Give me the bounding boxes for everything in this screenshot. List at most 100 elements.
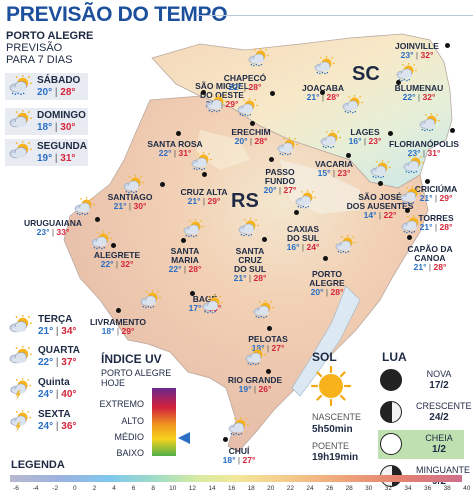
moon-phase-cheia: CHEIA 1/2 <box>378 430 464 459</box>
city-temps: 21° | 29° <box>187 196 221 206</box>
city-temps: 23° | 31° <box>407 148 441 158</box>
city-21: CAXIAS DO SUL 16° | 24° <box>263 225 343 252</box>
sun-cloud-rain-icon <box>245 347 267 366</box>
legend-tick: 24 <box>306 485 314 492</box>
city-marker <box>396 80 401 85</box>
day-card-7: SEXTA 24° | 36° <box>5 408 90 435</box>
city-22: CAPÃO DA CANOA 21° | 28° <box>390 245 470 272</box>
city-marker <box>111 243 116 248</box>
city-name: CRUZ ALTA <box>180 187 228 197</box>
uv-level-baixo: BAIXO <box>116 448 144 458</box>
city-name: BAGÉ <box>192 294 218 304</box>
legend-tick: 30 <box>365 485 373 492</box>
sun-cloud-rain-icon <box>295 190 317 209</box>
day-temps: 20° | 28° <box>37 87 76 98</box>
sun-cloud-rain-icon <box>342 95 364 114</box>
city-name: URUGUAIANA <box>23 218 83 228</box>
city-temps: 22° | 32° <box>100 259 134 269</box>
state-label-rs: RS <box>231 190 259 212</box>
city-6: SANTA ROSA 22° | 31° <box>135 140 215 158</box>
city-name: FLORIANÓPOLIS <box>389 139 459 149</box>
city-temps: 22° | 28° <box>228 82 262 92</box>
city-15: CRICIÚMA 21° | 29° <box>396 185 473 203</box>
sun-cloud-rain-icon <box>403 155 425 174</box>
legend-tick: -2 <box>52 485 59 492</box>
sun-cloud-rain-icon <box>320 130 342 149</box>
city-temps: 23° | 32° <box>400 50 434 60</box>
city-4: JOAÇABA 21° | 28° <box>283 84 363 102</box>
city-19: SANTA MARIA 22° | 28° <box>145 247 225 274</box>
sun-cloud-rain-icon <box>277 137 299 156</box>
city-marker <box>320 90 325 95</box>
legend-tick: 2 <box>92 485 97 492</box>
city-11: VACARIA 15° | 23° <box>294 160 374 178</box>
legend-tick: 18 <box>247 485 255 492</box>
moon-phase-crescente: CRESCENTE 24/2 <box>378 398 472 427</box>
day-card-1: SÁBADO 20° | 28° <box>5 73 88 100</box>
city-name: SÃO JOSÉ DOS AUSENTES <box>346 192 414 211</box>
city-7: ERECHIM 20° | 28° <box>211 128 291 146</box>
city-temps: 22° | 32° <box>402 92 436 102</box>
city-14: SÃO JOSÉ DOS AUSENTES 14° | 22° <box>340 193 420 220</box>
sun-cloud-rain-icon <box>228 417 250 436</box>
sunrise-label: NASCENTE <box>312 412 362 422</box>
new-moon-icon <box>380 369 402 391</box>
day-card-2: DOMINGO 18° | 30° <box>5 108 88 135</box>
city-marker <box>267 326 272 331</box>
city-marker <box>181 238 186 243</box>
legend-tick: 34 <box>404 485 412 492</box>
day-temps: 21° | 34° <box>38 326 77 337</box>
state-label-sc: SC <box>352 63 380 85</box>
header-line-3: PARA 7 DIAS <box>6 54 73 66</box>
city-name: ALEGRETE <box>93 250 141 260</box>
city-16: URUGUAIANA 23° | 33° <box>13 219 93 237</box>
city-name: LAGES <box>350 127 380 137</box>
city-name: CAXIAS DO SUL <box>286 224 320 243</box>
city-9: FLORIANÓPOLIS 23° | 31° <box>384 140 464 158</box>
day-temps: 22° | 37° <box>38 357 77 368</box>
city-name: CHAPECÓ <box>223 73 267 83</box>
sun-cloud-rain-icon <box>191 152 213 171</box>
city-marker <box>160 182 165 187</box>
legend-title: LEGENDA <box>11 459 65 471</box>
legend-tick: 0 <box>72 485 77 492</box>
forecast-header: PORTO ALEGRE PREVISÃO PARA 7 DIAS <box>6 30 93 66</box>
city-24: LIVRAMENTO 18° | 29° <box>78 318 158 336</box>
city-23: PORTO ALEGRE 20° | 28° <box>287 270 367 297</box>
legend-tick: 20 <box>267 485 275 492</box>
day-name: SEXTA <box>38 409 71 420</box>
city-name: BLUMENAU <box>394 83 444 93</box>
city-temps: 21° | 28° <box>419 222 453 232</box>
lagoon <box>291 285 361 397</box>
day-temps: 24° | 40° <box>38 389 77 400</box>
sun-cloud-rain-icon <box>123 175 145 194</box>
city-27: RIO GRANDE 19° | 26° <box>215 376 295 394</box>
header-city: PORTO ALEGRE <box>6 30 94 42</box>
uv-level-alto: ALTO <box>121 416 144 426</box>
city-marker <box>388 131 393 136</box>
sun-cloud-rain-icon <box>248 48 270 67</box>
day-temps: 24° | 36° <box>38 421 77 432</box>
uv-level-medio: MÉDIO <box>114 432 144 442</box>
legend-tick: 8 <box>151 485 155 492</box>
legend-tick: 10 <box>169 485 177 492</box>
city-name: CAPÃO DA CANOA <box>407 244 453 263</box>
city-marker <box>269 157 274 162</box>
city-1: JOINVILLE 23° | 32° <box>377 42 457 60</box>
day-name: TERÇA <box>38 314 73 325</box>
city-temps: 23° | 33° <box>36 227 70 237</box>
legend-tick: 32 <box>384 485 392 492</box>
day-name: QUARTA <box>38 345 81 356</box>
sun-cloud-rain-icon <box>91 231 113 250</box>
uv-scale-bar <box>152 388 176 456</box>
day-card-4: TERÇA 21° | 34° <box>5 313 90 340</box>
legend-tick: 16 <box>227 485 236 492</box>
city-marker <box>176 131 181 136</box>
page-title: PREVISÃO DO TEMPO <box>6 3 228 26</box>
city-name: CRICIÚMA <box>414 184 458 194</box>
city-marker <box>405 208 410 213</box>
city-3: CHAPECÓ 22° | 28° <box>205 74 285 92</box>
moon-phase-nova: NOVA 17/2 <box>378 366 464 395</box>
city-marker <box>95 217 100 222</box>
day-name: SEGUNDA <box>37 141 88 152</box>
